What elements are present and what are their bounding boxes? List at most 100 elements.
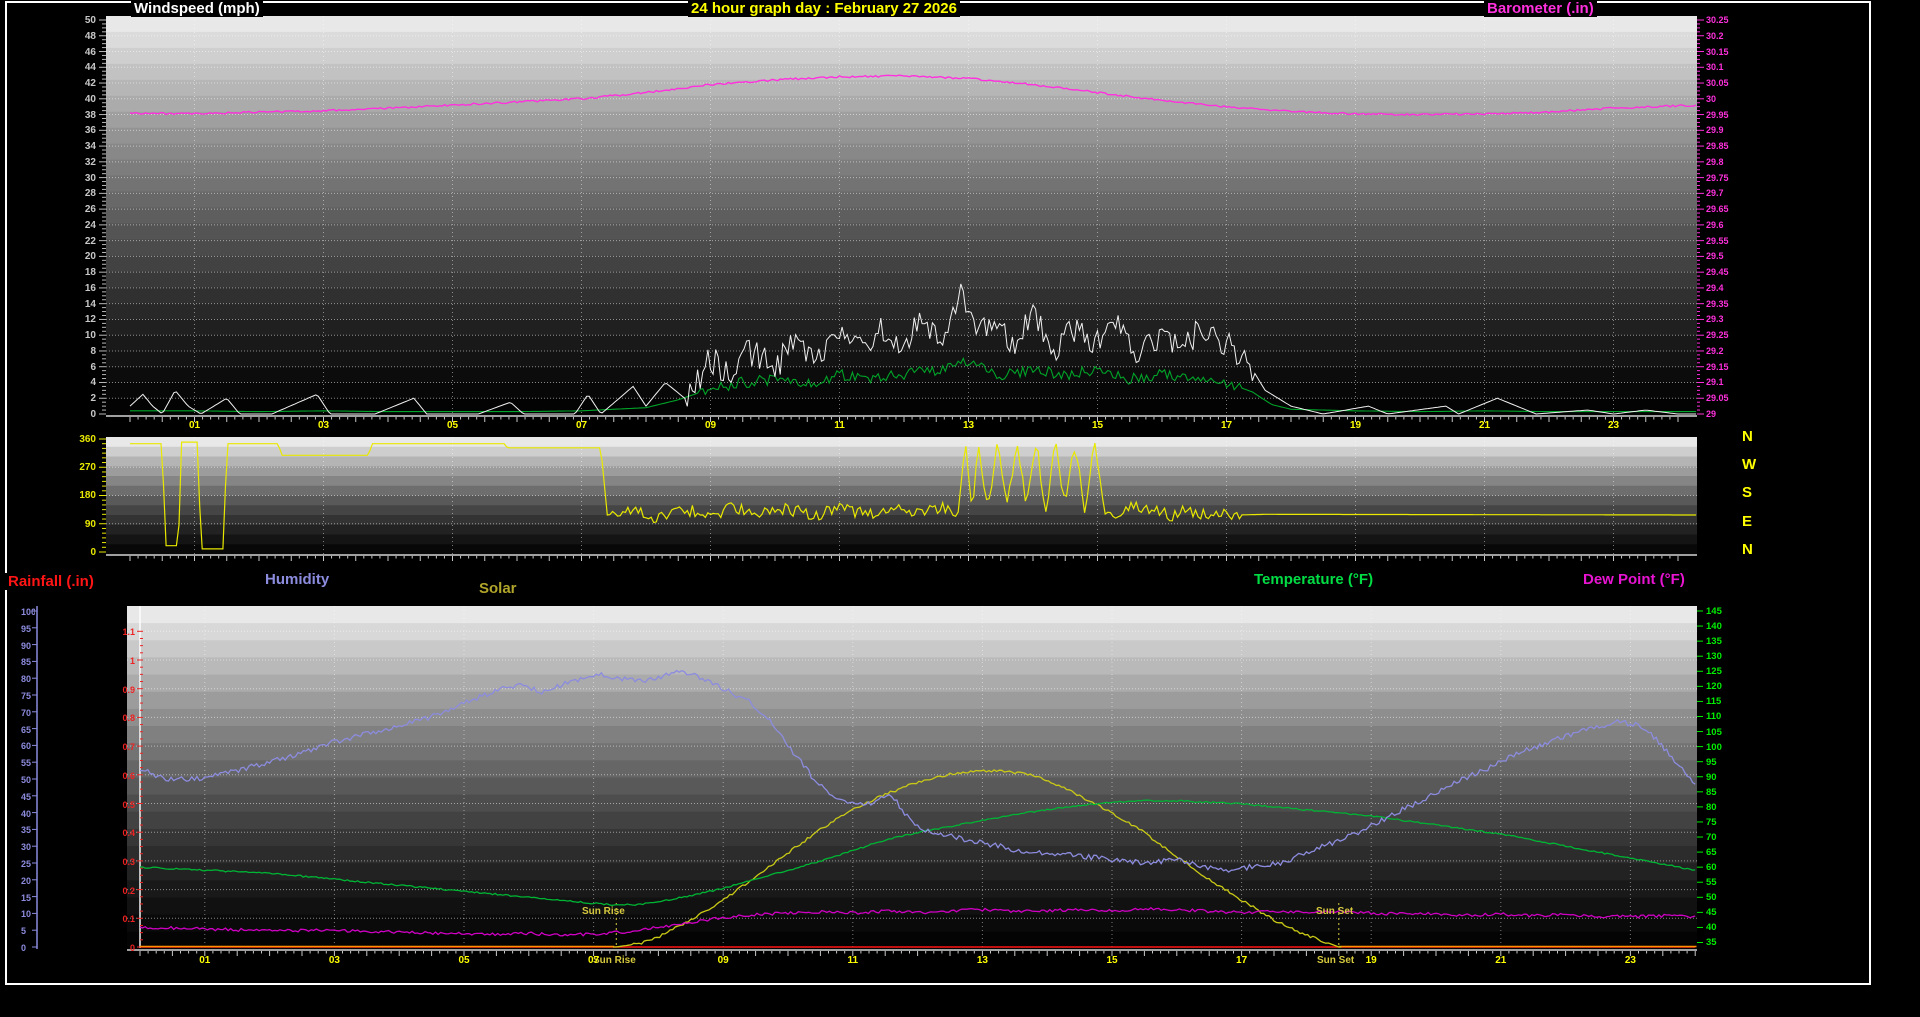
windspeed-axis-label: 44 xyxy=(84,62,96,74)
wind-direction-axis-label: 180 xyxy=(79,490,96,502)
windspeed-axis-label: 4 xyxy=(90,377,96,389)
temperature-axis-label: 140 xyxy=(1706,621,1722,633)
windspeed-axis-label: 18 xyxy=(84,267,96,279)
hour-label-top: 03 xyxy=(317,420,330,431)
humidity-axis-label: 75 xyxy=(21,691,32,701)
humidity-axis-label: 100 xyxy=(21,607,35,617)
barometer-axis-label: 29.45 xyxy=(1706,267,1729,278)
temperature-axis-label: 60 xyxy=(1706,862,1717,874)
humidity-axis-label: 25 xyxy=(21,859,32,869)
barometer-panel-title: Barometer (.in) xyxy=(1484,0,1597,17)
series-barometer-in xyxy=(129,74,1697,117)
rainfall-axis-label: 1 xyxy=(129,656,135,666)
windspeed-axis-label: 36 xyxy=(84,125,96,137)
temperature-axis-label: 85 xyxy=(1706,786,1717,798)
temperature-axis-label: 45 xyxy=(1706,907,1717,919)
hour-label-top: 19 xyxy=(1349,420,1362,431)
windspeed-axis-label: 32 xyxy=(84,156,96,168)
wind-direction-axis-label: 0 xyxy=(90,547,96,558)
barometer-axis-label: 29.85 xyxy=(1706,141,1729,152)
barometer-axis-label: 29 xyxy=(1706,409,1717,419)
hour-label-top: 13 xyxy=(962,420,975,431)
rainfall-axis-label: 0 xyxy=(129,943,135,953)
page-title: 24 hour graph day : February 27 2026 xyxy=(688,0,960,17)
legend-temperature: Temperature (°F) xyxy=(1251,571,1377,588)
temperature-axis-label: 125 xyxy=(1706,666,1722,678)
hour-label-top: 01 xyxy=(188,420,201,431)
sunset-axis-label: Sun Set xyxy=(1317,955,1355,966)
barometer-axis-label: 29.8 xyxy=(1706,156,1724,167)
barometer-axis-label: 29.1 xyxy=(1706,377,1724,388)
temperature-axis-label: 130 xyxy=(1706,651,1722,663)
humidity-axis-label: 95 xyxy=(21,623,32,634)
windspeed-axis-label: 2 xyxy=(90,393,96,405)
hour-label-top: 09 xyxy=(704,420,717,431)
humidity-axis-label: 45 xyxy=(21,791,32,802)
windspeed-panel-title: Windspeed (mph) xyxy=(131,0,263,17)
rainfall-axis-label: 0.6 xyxy=(122,770,135,781)
sunrise-axis-label: Sun Rise xyxy=(593,955,636,966)
barometer-axis-label: 29.3 xyxy=(1706,314,1724,325)
temperature-axis-label: 115 xyxy=(1706,696,1722,708)
humidity-axis-label: 65 xyxy=(21,724,32,735)
windspeed-axis-label: 16 xyxy=(84,282,96,294)
temperature-axis-label: 40 xyxy=(1706,922,1717,934)
rainfall-axis-label: 0.3 xyxy=(122,856,135,867)
hour-label-bottom: 13 xyxy=(976,955,988,966)
windspeed-axis-label: 46 xyxy=(84,46,96,58)
series-temperature-f xyxy=(139,799,1696,907)
sunrise-annotation: Sun Rise xyxy=(582,906,625,917)
compass-letter-n: N xyxy=(1742,427,1753,445)
humidity-axis-label: 5 xyxy=(21,926,27,937)
windspeed-axis-label: 26 xyxy=(84,204,96,216)
windspeed-axis-label: 6 xyxy=(90,361,96,373)
temperature-axis-label: 120 xyxy=(1706,681,1722,693)
humidity-axis-label: 40 xyxy=(21,808,32,819)
hour-label-bottom: 03 xyxy=(328,955,340,966)
rainfall-axis-label: 0.7 xyxy=(122,742,135,753)
legend-humidity: Humidity xyxy=(262,571,333,588)
temperature-axis-label: 145 xyxy=(1706,606,1722,617)
humidity-axis-label: 20 xyxy=(21,875,32,886)
compass-letter-n: N xyxy=(1742,541,1753,558)
temperature-axis-label: 95 xyxy=(1706,756,1717,768)
wind-direction-axis-label: 360 xyxy=(79,433,96,445)
rainfall-axis-label: 0.5 xyxy=(122,799,135,810)
windspeed-axis-label: 24 xyxy=(84,219,96,231)
temperature-axis-label: 65 xyxy=(1706,847,1717,859)
windspeed-axis-label: 40 xyxy=(84,93,96,105)
barometer-axis-label: 29.05 xyxy=(1706,393,1729,404)
hour-label-bottom: 07 xyxy=(588,955,600,966)
hour-label-bottom: 05 xyxy=(458,955,470,966)
wind-direction-axis-label: 90 xyxy=(84,518,96,530)
compass-letter-s: S xyxy=(1742,484,1753,502)
rainfall-axis-label: 0.9 xyxy=(122,684,135,695)
windspeed-axis-label: 0 xyxy=(90,409,96,420)
windspeed-axis-label: 48 xyxy=(84,30,96,42)
humidity-axis-label: 60 xyxy=(21,741,32,752)
hour-label-bottom: 19 xyxy=(1365,955,1377,966)
legend-dew-point: Dew Point (°F) xyxy=(1580,571,1688,588)
humidity-axis-label: 80 xyxy=(21,674,32,685)
sunset-annotation: Sun Set xyxy=(1316,906,1354,917)
temperature-axis-label: 75 xyxy=(1706,816,1717,828)
temperature-axis-label: 70 xyxy=(1706,832,1717,844)
hour-label-top: 15 xyxy=(1091,420,1104,431)
rainfall-axis-label: 1.1 xyxy=(122,627,135,638)
rainfall-axis-label: 0.2 xyxy=(122,885,135,896)
temperature-axis-label: 50 xyxy=(1706,892,1717,904)
hour-label-bottom: 17 xyxy=(1236,955,1248,966)
temperature-axis-label: 135 xyxy=(1706,636,1722,648)
windspeed-axis-label: 42 xyxy=(84,78,96,90)
gradient-bands xyxy=(106,437,1697,555)
humidity-axis-label: 70 xyxy=(21,707,32,718)
rainfall-axis-label: 0.4 xyxy=(122,828,135,839)
barometer-axis-label: 29.55 xyxy=(1706,235,1729,246)
hour-label-top: 23 xyxy=(1607,420,1620,431)
hour-label-bottom: 23 xyxy=(1624,955,1636,966)
wind-direction-axis-label: 270 xyxy=(79,462,96,474)
hour-label-top: 11 xyxy=(834,420,845,431)
compass-letter-e: E xyxy=(1742,512,1753,530)
windspeed-axis-label: 50 xyxy=(84,15,96,26)
